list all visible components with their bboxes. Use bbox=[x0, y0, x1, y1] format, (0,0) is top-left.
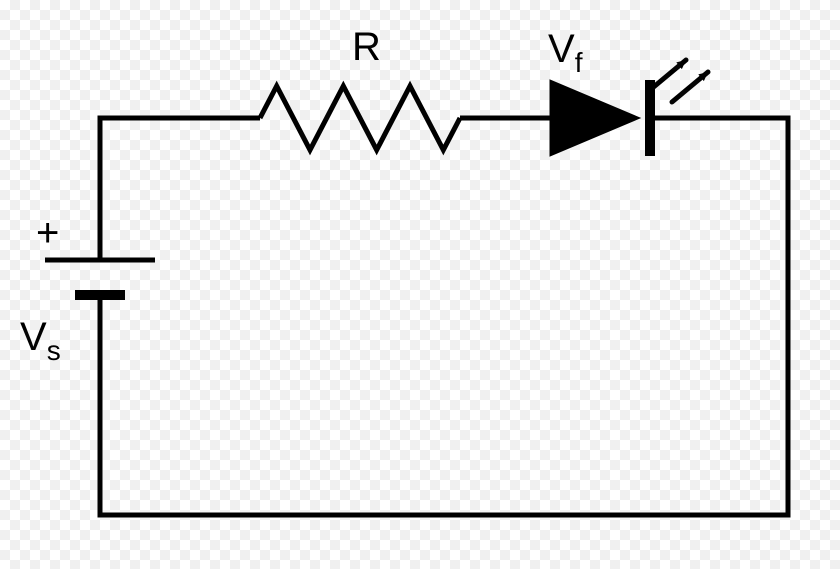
led-triangle bbox=[550, 80, 640, 156]
resistor-symbol bbox=[260, 86, 460, 150]
label-plus: + bbox=[36, 211, 59, 255]
led-circuit-diagram: R Vf + Vs bbox=[0, 0, 840, 569]
label-resistor: R bbox=[352, 25, 381, 69]
label-vs: Vs bbox=[20, 315, 61, 366]
wire-top-left bbox=[100, 118, 260, 260]
label-led-vf: Vf bbox=[548, 27, 583, 78]
wire-return bbox=[100, 118, 788, 515]
